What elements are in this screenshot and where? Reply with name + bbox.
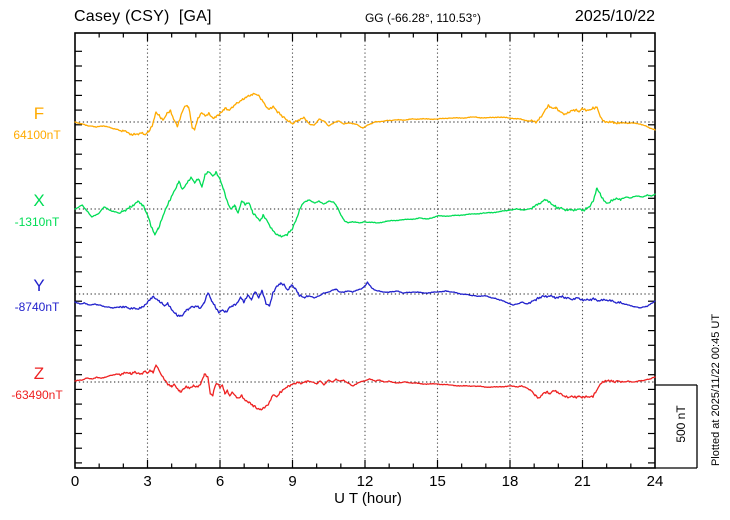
channel-baseline-value-Y: -8740nT [14, 300, 60, 314]
scalebar-label: 500 nT [674, 405, 688, 443]
x-tick-label-21: 21 [574, 473, 591, 490]
channel-baseline-value-X: -1310nT [14, 215, 60, 229]
x-tick-label-3: 3 [143, 473, 152, 490]
x-tick-label-12: 12 [356, 473, 374, 490]
x-tick-label-24: 24 [646, 473, 664, 490]
x-tick-label-0: 0 [70, 473, 80, 490]
trace-X [74, 170, 656, 238]
channel-letter-Z: Z [33, 364, 45, 383]
x-axis-title: U T (hour) [334, 490, 402, 507]
trace-F [74, 92, 656, 136]
station-title: Casey (CSY) [GA] [74, 8, 212, 25]
plotted-at-note: Plotted at 2025/11/22 00:45 UT [710, 313, 722, 467]
channel-letter-Y: Y [33, 276, 45, 295]
x-tick-label-9: 9 [288, 473, 297, 490]
channel-baseline-value-F: 64100nT [13, 128, 61, 142]
plot-border [74, 32, 656, 469]
geographic-coordinates: GG (-66.28°, 110.53°) [364, 11, 482, 25]
x-tick-label-15: 15 [429, 473, 446, 490]
x-tick-label-6: 6 [215, 473, 225, 490]
channel-baseline-value-Z: -63490nT [11, 388, 63, 402]
channel-letter-F: F [33, 104, 45, 123]
trace-Z [74, 364, 656, 411]
x-tick-label-18: 18 [501, 473, 519, 490]
plot-date: 2025/10/22 [574, 8, 655, 25]
trace-Y [74, 281, 656, 317]
channel-letter-X: X [33, 191, 45, 210]
